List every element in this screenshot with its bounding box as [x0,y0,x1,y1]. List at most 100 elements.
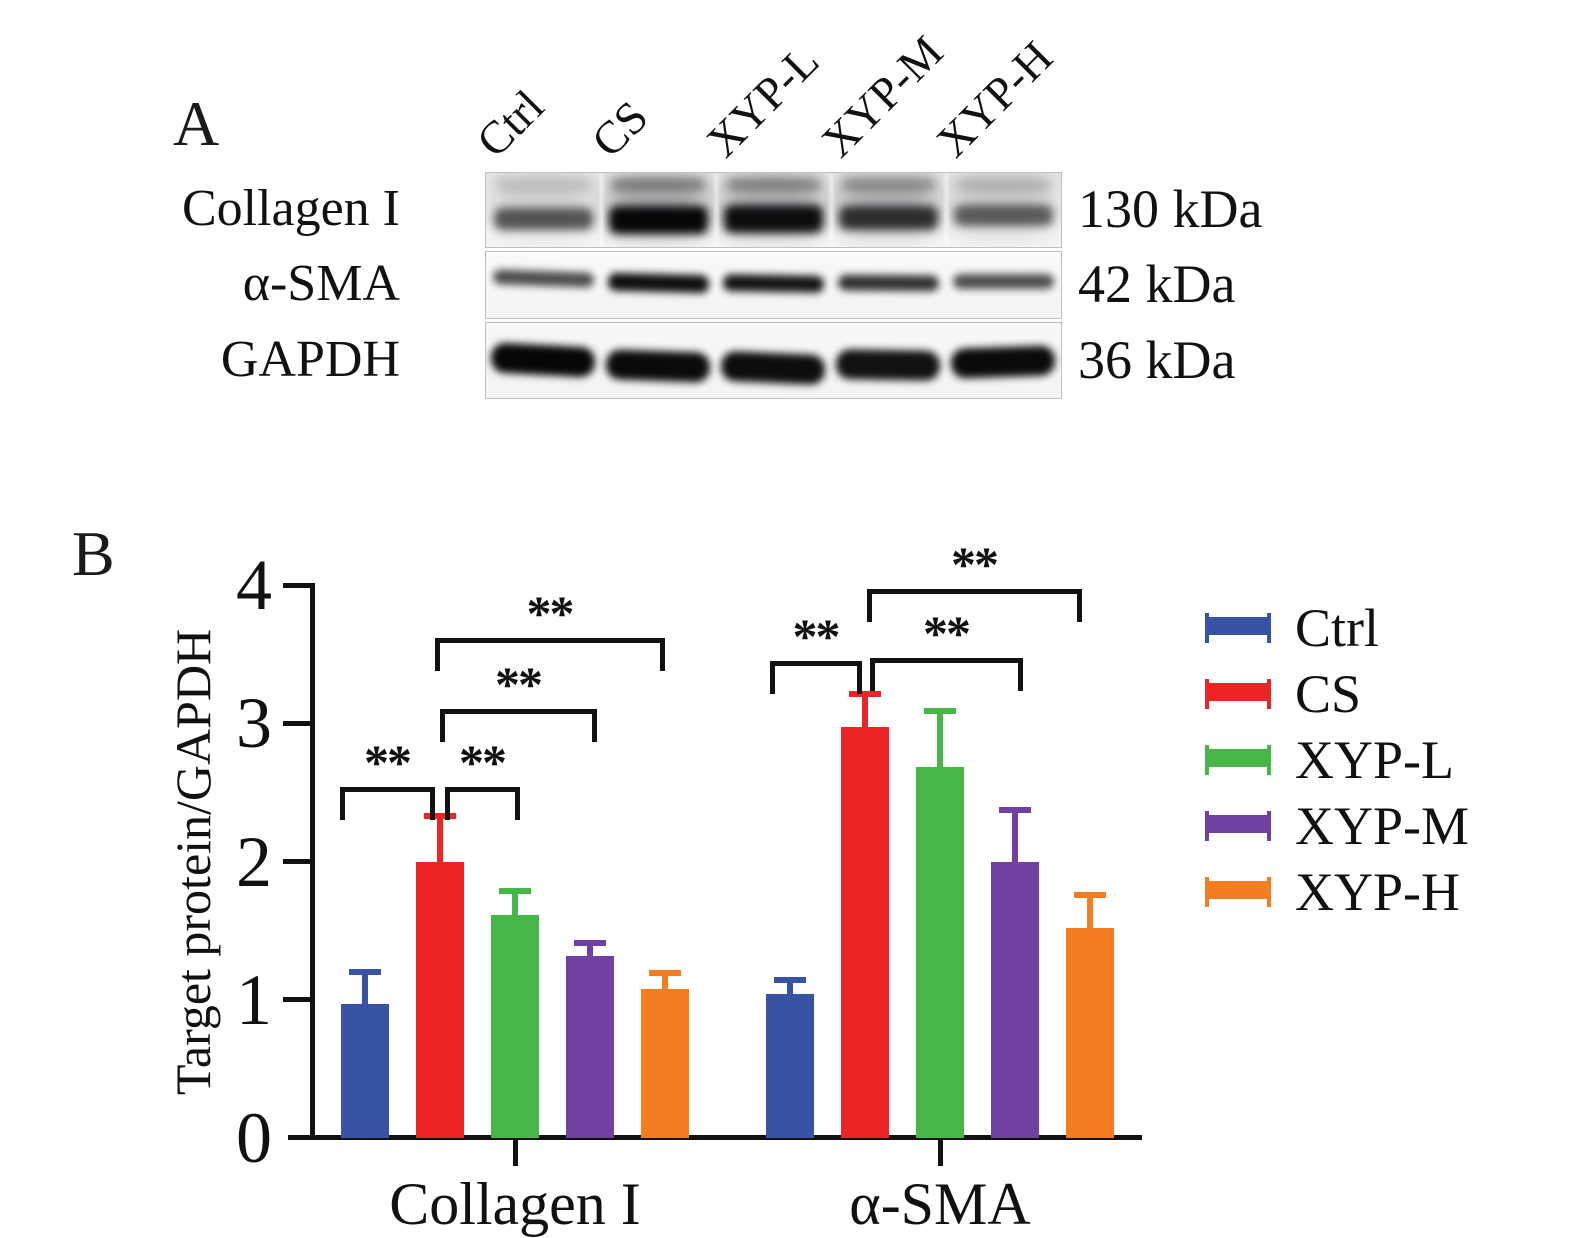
significance-label: ** [526,584,575,641]
legend-swatch-shape [1267,877,1271,885]
legend-swatch-shape [1267,811,1271,819]
protein-label: GAPDH [220,330,400,388]
molecular-weight-label: 130 kDa [1078,179,1263,239]
significance-bracket-drop [592,709,597,743]
significance-label: ** [495,656,543,713]
significance-bracket-drop [870,658,875,692]
y-tick-label: 1 [236,959,272,1040]
significance-bracket-drop [1018,658,1023,692]
error-bar-stem [437,815,443,866]
molecular-weight-label: 42 kDa [1078,254,1236,314]
bar-xyp-l-1 [916,767,964,1138]
band-upper-smear [611,178,706,191]
legend-label-xyp-m: XYP-M [1295,796,1470,856]
lane-label-xyp-m: XYP-M [811,25,953,167]
legend-swatch-shape [1205,811,1209,819]
error-bar-cap [649,970,681,977]
significance-label: ** [923,605,971,662]
legend-swatch-xyp-l [1205,745,1271,775]
error-bar-cap [774,977,806,984]
bar-xyp-l-0 [491,915,539,1138]
legend-swatch-shape [1205,617,1271,635]
lane-seam [600,173,603,247]
y-tick-label: 3 [236,683,272,764]
legend-swatch-shape [1205,613,1209,621]
significance-label: ** [459,733,507,790]
protein-band [490,342,596,378]
lane-seam [830,173,833,247]
significance-label: ** [364,733,412,790]
error-bar-stem [1012,810,1018,866]
blot-strip-2 [485,251,1062,319]
protein-band [835,349,941,381]
error-bar-stem [1087,894,1093,932]
error-bar-stem [662,973,668,993]
lane-seam [715,173,718,247]
x-axis-line [288,1135,1142,1140]
significance-bracket-bar [340,786,435,792]
legend-swatch-shape [1205,745,1209,753]
significance-bracket-drop [515,786,520,820]
protein-band [720,351,826,386]
legend-swatch-shape [1267,613,1271,621]
legend-swatch-shape [1267,633,1271,643]
significance-bracket-drop [445,786,450,820]
error-bar-cap [999,807,1031,814]
significance-bracket-drop [1077,589,1082,623]
protein-band [953,274,1054,290]
x-axis-group-tick [512,1140,518,1166]
error-bar-cap [349,969,381,976]
legend-swatch-shape [1267,831,1271,841]
protein-band [492,269,595,288]
protein-band [609,205,708,234]
error-bar-cap [424,812,456,819]
y-axis-tick [283,997,310,1003]
legend-swatch-shape [1267,699,1271,709]
legend-swatch-shape [1205,633,1209,643]
significance-bracket-drop [440,709,445,743]
error-bar-cap [574,940,606,947]
significance-bracket-bar [867,589,1082,595]
error-bar-cap [849,691,881,698]
band-upper-smear [841,178,936,191]
error-bar-stem [587,943,593,960]
protein-band [494,208,593,230]
significance-bracket-bar [770,661,862,667]
y-axis-line [310,583,315,1140]
significance-bracket-drop [340,786,345,820]
bar-xyp-m-0 [566,955,614,1138]
legend-swatch-shape [1205,897,1209,907]
legend-swatch-shape [1205,831,1209,841]
protein-band [839,205,938,231]
y-axis-tick [283,582,310,588]
group-label: Collagen I [389,1171,641,1237]
protein-band [837,274,940,292]
legend-swatch-cs [1205,679,1271,709]
legend-label-cs: CS [1295,664,1362,724]
protein-band [607,272,710,293]
legend-swatch-shape [1205,679,1209,687]
error-bar-stem [787,980,793,999]
significance-bracket-drop [660,637,665,671]
legend-swatch-xyp-m [1205,811,1271,841]
legend-swatch-shape [1267,745,1271,753]
significance-bracket-bar [870,658,1023,664]
error-bar-stem [362,972,368,1008]
significance-label: ** [792,608,841,665]
protein-label: Collagen I [181,180,400,237]
band-upper-smear [496,178,591,191]
significance-bracket-drop [867,589,872,623]
protein-band [722,274,825,294]
significance-bracket-drop [430,786,435,820]
protein-band [724,205,823,233]
y-tick-label: 2 [236,821,272,902]
legend-label-xyp-h: XYP-H [1295,862,1461,922]
group-label: α-SMA [849,1171,1031,1237]
significance-label: ** [951,536,999,593]
y-axis-tick [283,859,310,864]
legend-swatch-shape [1267,679,1271,687]
legend-swatch-shape [1267,897,1271,907]
lane-seam [945,173,948,247]
protein-band [954,205,1053,227]
